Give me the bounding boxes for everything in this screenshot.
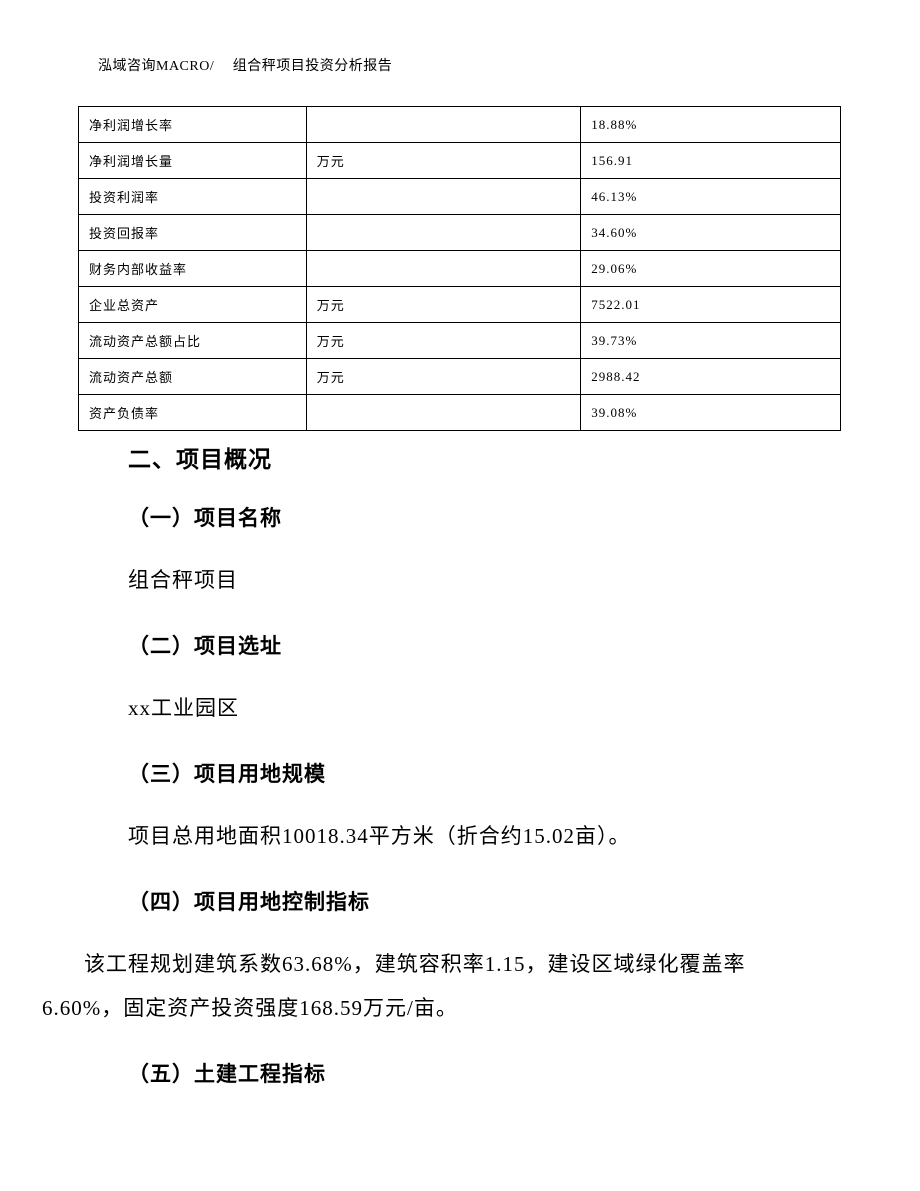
table-cell-value: 39.73% <box>581 323 841 359</box>
table-cell-value: 39.08% <box>581 395 841 431</box>
content-section: 二、项目概况 （一）项目名称 组合秤项目 （二）项目选址 xx工业园区 （三）项… <box>128 440 820 1114</box>
table-cell-unit <box>306 179 581 215</box>
table-cell-unit: 万元 <box>306 359 581 395</box>
table-cell-unit <box>306 107 581 143</box>
subsection-heading-land-scale: （三）项目用地规模 <box>128 758 820 788</box>
table-cell-label: 流动资产总额占比 <box>79 323 307 359</box>
table-cell-value: 18.88% <box>581 107 841 143</box>
table-cell-unit: 万元 <box>306 287 581 323</box>
land-scale-text: 项目总用地面积10018.34平方米（折合约15.02亩）。 <box>128 814 820 858</box>
table-cell-label: 投资利润率 <box>79 179 307 215</box>
subsection-heading-name: （一）项目名称 <box>128 502 820 532</box>
table-row: 投资利润率 46.13% <box>79 179 841 215</box>
table-cell-unit <box>306 395 581 431</box>
table-cell-label: 资产负债率 <box>79 395 307 431</box>
subsection-heading-construction: （五）土建工程指标 <box>128 1058 820 1088</box>
table-row: 资产负债率 39.08% <box>79 395 841 431</box>
table-cell-unit: 万元 <box>306 143 581 179</box>
subsection-heading-location: （二）项目选址 <box>128 630 820 660</box>
financial-data-table: 净利润增长率 18.88% 净利润增长量 万元 156.91 投资利润率 46.… <box>78 106 841 431</box>
table-cell-unit <box>306 215 581 251</box>
subsection-heading-land-control: （四）项目用地控制指标 <box>128 886 820 916</box>
table-row: 财务内部收益率 29.06% <box>79 251 841 287</box>
project-location-text: xx工业园区 <box>128 686 820 730</box>
table-cell-value: 156.91 <box>581 143 841 179</box>
table-row: 流动资产总额占比 万元 39.73% <box>79 323 841 359</box>
table-row: 净利润增长量 万元 156.91 <box>79 143 841 179</box>
table-row: 企业总资产 万元 7522.01 <box>79 287 841 323</box>
table-row: 投资回报率 34.60% <box>79 215 841 251</box>
project-name-text: 组合秤项目 <box>128 558 820 602</box>
table-cell-unit <box>306 251 581 287</box>
table-cell-value: 7522.01 <box>581 287 841 323</box>
table-cell-value: 46.13% <box>581 179 841 215</box>
table-cell-value: 29.06% <box>581 251 841 287</box>
section-heading-overview: 二、项目概况 <box>128 440 820 474</box>
table-cell-value: 2988.42 <box>581 359 841 395</box>
table-cell-label: 净利润增长量 <box>79 143 307 179</box>
table-cell-label: 流动资产总额 <box>79 359 307 395</box>
page-header: 泓域咨询MACRO/ 组合秤项目投资分析报告 <box>98 55 392 75</box>
table-cell-label: 企业总资产 <box>79 287 307 323</box>
table-cell-label: 财务内部收益率 <box>79 251 307 287</box>
table-row: 净利润增长率 18.88% <box>79 107 841 143</box>
table-cell-unit: 万元 <box>306 323 581 359</box>
land-control-text: 该工程规划建筑系数63.68%，建筑容积率1.15，建设区域绿化覆盖率6.60%… <box>42 942 820 1030</box>
table-row: 流动资产总额 万元 2988.42 <box>79 359 841 395</box>
table-cell-label: 投资回报率 <box>79 215 307 251</box>
table-cell-value: 34.60% <box>581 215 841 251</box>
table-cell-label: 净利润增长率 <box>79 107 307 143</box>
